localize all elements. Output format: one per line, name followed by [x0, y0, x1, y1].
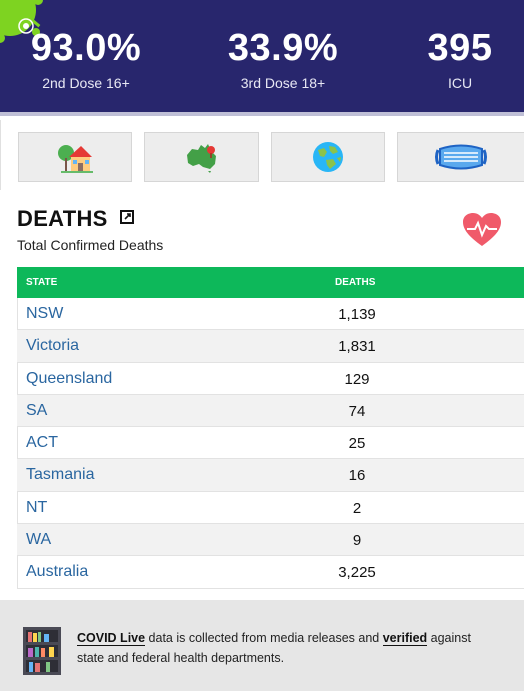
deaths-value: 129 [344, 370, 370, 388]
house-icon [58, 145, 93, 173]
table-row: WA 9 [17, 524, 524, 557]
covid-live-link[interactable]: COVID Live [77, 631, 146, 646]
state-link[interactable]: NT [26, 498, 48, 516]
stat-label: 2nd Dose 16+ [42, 75, 130, 91]
footer-text: COVID Live data is collected from media … [77, 628, 497, 668]
deaths-value: 16 [348, 467, 366, 485]
bookshelf-icon [23, 627, 61, 675]
stat-value: 93.0% [30, 27, 142, 69]
state-link[interactable]: Tasmania [26, 466, 95, 484]
column-header-deaths[interactable]: DEATHS [335, 277, 376, 288]
stat-label: 3rd Dose 18+ [240, 75, 326, 91]
state-link[interactable]: ACT [26, 434, 58, 452]
face-mask-icon [435, 144, 487, 170]
deaths-table: STATE DEATHS NSW 1,139 Victoria 1,831 Queens… [17, 267, 524, 589]
table-row: Queensland 129 [17, 363, 524, 395]
australia-map-icon [186, 144, 216, 173]
verified-link[interactable]: verified [382, 631, 428, 646]
table-row: Australia 3,225 [17, 556, 524, 589]
nav-australia-button[interactable] [144, 132, 259, 182]
table-row: SA 74 [17, 394, 524, 428]
state-link[interactable]: WA [26, 531, 52, 549]
stat-icu: 395 ICU [418, 28, 502, 92]
footer-note: COVID Live data is collected from media … [0, 600, 524, 691]
state-link[interactable]: Victoria [26, 337, 80, 355]
stat-value: 395 [427, 27, 493, 69]
table-row: Tasmania 16 [17, 459, 524, 492]
table-row: ACT 25 [17, 427, 524, 460]
table-row: NT 2 [17, 492, 524, 525]
deaths-value: 9 [352, 532, 362, 550]
deaths-value: 74 [348, 402, 366, 420]
nav-world-button[interactable] [271, 132, 385, 182]
deaths-value: 1,831 [338, 338, 376, 356]
globe-icon [313, 142, 343, 172]
state-link[interactable]: Australia [26, 563, 89, 581]
external-link-icon[interactable] [120, 210, 134, 224]
stat-second-dose: 93.0% 2nd Dose 16+ [30, 28, 142, 92]
stat-value: 33.9% [227, 27, 339, 69]
footer-text-part: data is collected from media releases an… [145, 631, 383, 645]
column-header-state[interactable]: STATE [26, 277, 58, 288]
table-border [17, 298, 18, 589]
state-link[interactable]: SA [26, 401, 48, 419]
icon-nav [0, 120, 524, 190]
table-body: NSW 1,139 Victoria 1,831 Queensland 129 SA 74 AC… [17, 298, 524, 589]
stats-banner: 93.0% 2nd Dose 16+ 33.9% 3rd Dose 18+ 39… [0, 0, 524, 116]
section-subtitle: Total Confirmed Deaths [17, 237, 164, 253]
nav-home-button[interactable] [18, 132, 132, 182]
table-header: STATE DEATHS [17, 267, 524, 298]
deaths-value: 1,139 [338, 306, 376, 323]
virus-icon [0, 0, 43, 43]
table-row: NSW 1,139 [17, 298, 524, 331]
deaths-value: 25 [348, 435, 366, 453]
stat-third-dose: 33.9% 3rd Dose 18+ [224, 28, 342, 92]
heart-pulse-icon [463, 213, 501, 246]
stat-label: ICU [447, 75, 473, 91]
section-title: DEATHS [17, 206, 108, 231]
state-link[interactable]: NSW [26, 305, 64, 322]
deaths-value: 2 [352, 499, 362, 517]
footer-text-part: against state and federal health departm… [77, 631, 471, 665]
table-row: Victoria 1,831 [17, 330, 524, 363]
state-link[interactable]: Queensland [26, 369, 113, 387]
nav-mask-button[interactable] [397, 132, 524, 182]
deaths-value: 3,225 [338, 564, 376, 582]
